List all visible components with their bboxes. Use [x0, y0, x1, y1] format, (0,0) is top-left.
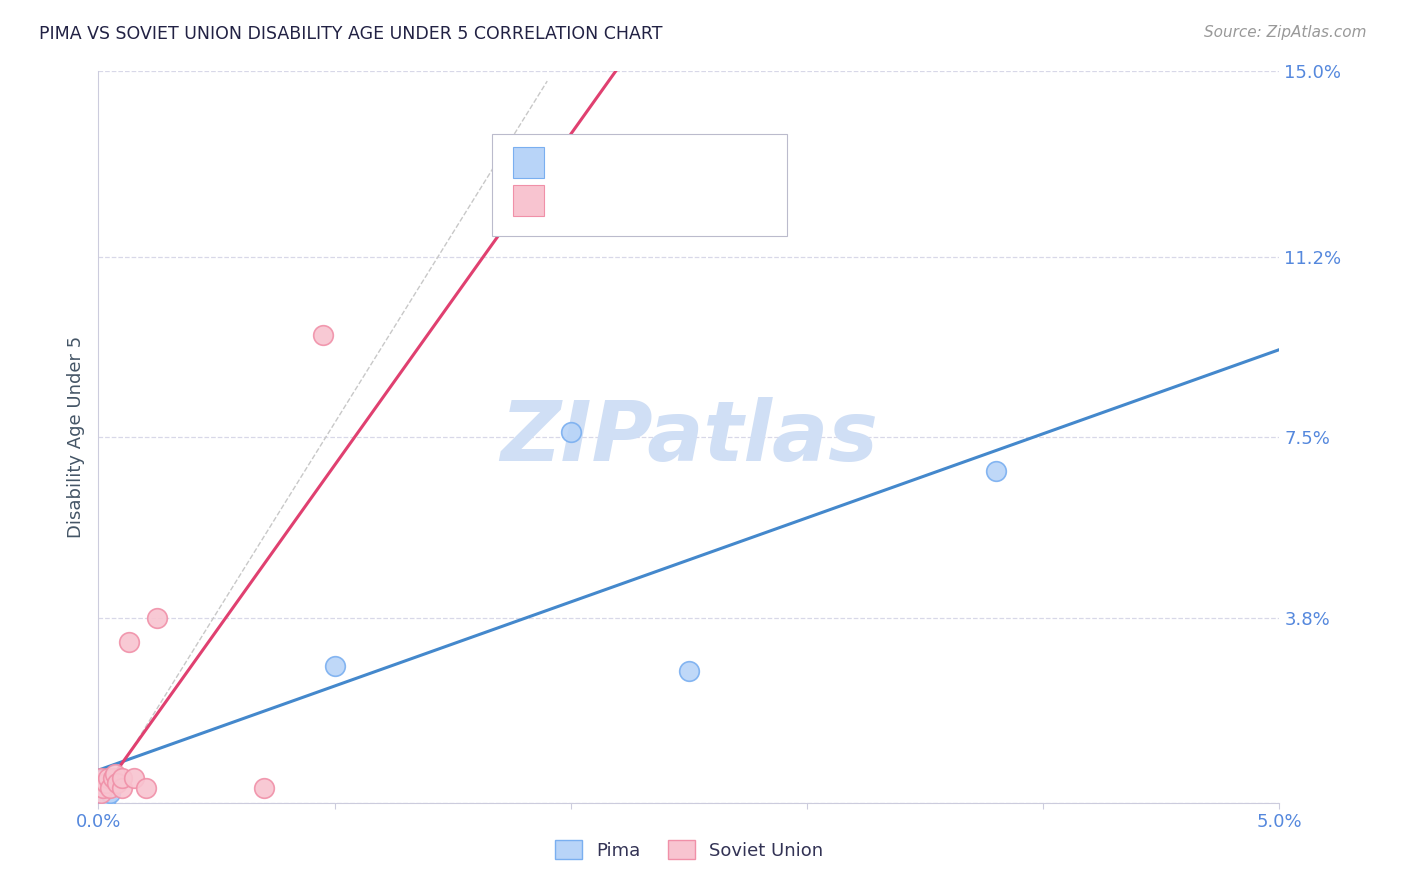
Text: Source: ZipAtlas.com: Source: ZipAtlas.com: [1204, 25, 1367, 40]
Point: [118, 635, 141, 649]
Y-axis label: Disability Age Under 5: Disability Age Under 5: [66, 336, 84, 538]
Text: N =: N =: [651, 190, 690, 208]
Point: [312, 327, 335, 342]
Text: 17: 17: [682, 189, 709, 209]
Point: [146, 610, 169, 624]
Point: [104, 766, 127, 780]
Text: 0.754: 0.754: [586, 151, 648, 170]
Point: [122, 772, 145, 786]
Point: [111, 781, 134, 796]
Point: [101, 772, 124, 786]
Point: [98, 786, 121, 800]
Point: [323, 659, 346, 673]
Point: [90, 772, 112, 786]
Text: 6: 6: [682, 151, 696, 170]
Text: 0.913: 0.913: [586, 189, 648, 209]
Text: PIMA VS SOVIET UNION DISABILITY AGE UNDER 5 CORRELATION CHART: PIMA VS SOVIET UNION DISABILITY AGE UNDE…: [39, 25, 662, 43]
Point: [91, 781, 114, 796]
Text: R =: R =: [553, 190, 592, 208]
Point: [253, 781, 276, 796]
Text: ZIPatlas: ZIPatlas: [501, 397, 877, 477]
Point: [105, 776, 128, 790]
Point: [135, 781, 157, 796]
Legend: Pima, Soviet Union: Pima, Soviet Union: [547, 833, 831, 867]
Point: [94, 776, 117, 790]
Point: [97, 772, 120, 786]
Point: [90, 786, 112, 800]
Point: [678, 664, 700, 678]
Point: [111, 772, 134, 786]
Point: [984, 464, 1007, 478]
Point: [98, 781, 121, 796]
Text: N =: N =: [651, 152, 690, 169]
Text: R =: R =: [553, 152, 592, 169]
Point: [560, 425, 582, 440]
Point: [94, 791, 117, 805]
